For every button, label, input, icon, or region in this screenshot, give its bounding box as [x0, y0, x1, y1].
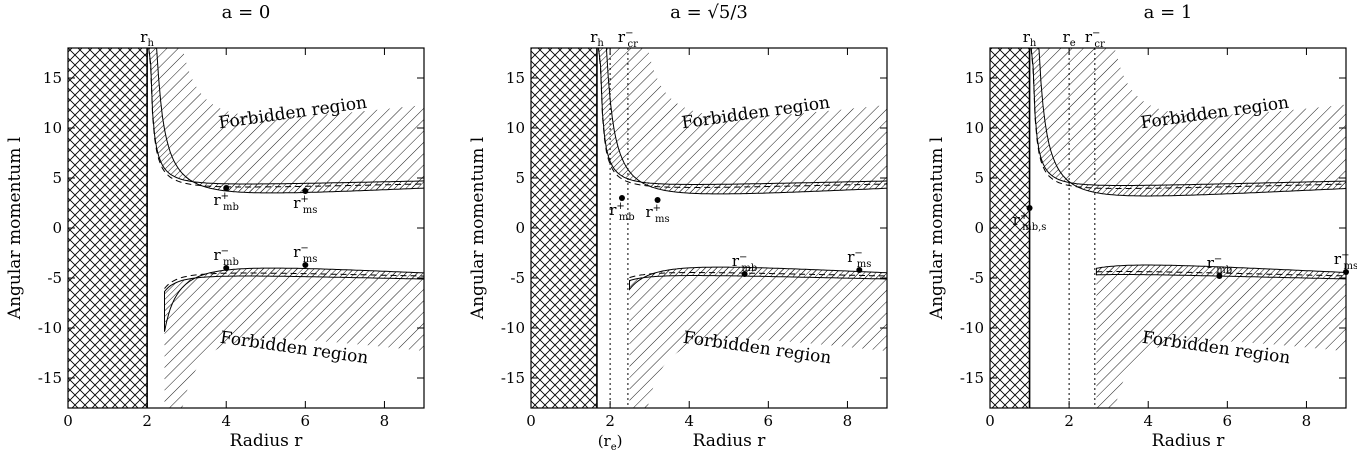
plot-area-1 [531, 48, 887, 408]
ytick-label-4: 5 [515, 169, 525, 187]
xtick-label-4: 8 [380, 412, 390, 430]
upper-dashed-curve [1030, 48, 1346, 189]
point-label-0: r+ mb [609, 201, 634, 223]
forbidden-region-upper [148, 48, 424, 193]
xtick-label-0: 0 [63, 412, 73, 430]
point-2 [741, 271, 748, 277]
ytick-label-5: 10 [506, 119, 525, 137]
xtick-label-2: 4 [221, 412, 231, 430]
lower-dashed-curve [1096, 271, 1346, 277]
ytick-label-1: -10 [501, 319, 525, 337]
xtick-label-0: 0 [526, 412, 536, 430]
ytick-label-5: 10 [43, 119, 62, 137]
y-axis-label: Angular momentum l [927, 137, 947, 320]
lower-dashed-curve [629, 272, 887, 279]
ytick-label-0: -15 [960, 369, 984, 387]
point-label-1: r− mb [1207, 254, 1232, 276]
xtick-label-4: 8 [1302, 412, 1312, 430]
xtick-label-2: 4 [684, 412, 694, 430]
xtick-label-1: 2 [142, 412, 152, 430]
xtick-label-1: 2 [605, 412, 615, 430]
forbidden-region-lower [629, 267, 887, 408]
chart-title: a = 0 [222, 2, 271, 23]
point-0 [1026, 205, 1033, 211]
ytick-label-5: 10 [965, 119, 984, 137]
point-3 [302, 262, 309, 268]
top-label-0: rh [140, 28, 154, 49]
point-label-1: r+ ms [645, 203, 669, 225]
point-1 [654, 197, 661, 203]
top-label-0: rh [590, 28, 604, 49]
xtick-label-3: 6 [764, 412, 774, 430]
y-axis-label: Angular momentum l [5, 137, 25, 320]
xtick-label-3: 6 [301, 412, 311, 430]
xtick-label-3: 6 [1223, 412, 1233, 430]
ytick-label-0: -15 [38, 369, 62, 387]
ytick-label-0: -15 [501, 369, 525, 387]
ytick-label-2: -5 [47, 269, 62, 287]
plot-area-2 [990, 48, 1346, 408]
xtick-label-0: 0 [985, 412, 995, 430]
upper-dashed-curve [598, 48, 887, 188]
forbidden-region-upper [1031, 48, 1346, 196]
point-label-3: r− ms [847, 248, 871, 270]
xtick-label-4: 8 [843, 412, 853, 430]
point-0 [618, 195, 625, 201]
forbidden-region-upper [598, 48, 887, 194]
ytick-label-6: 15 [43, 69, 62, 87]
horizon-region [531, 48, 598, 408]
point-label-1: r+ ms [293, 194, 317, 216]
point-label-0: r+ mb [213, 191, 238, 213]
ytick-label-1: -10 [960, 319, 984, 337]
top-label-2: r− cr [1085, 28, 1105, 50]
ytick-label-3: 0 [515, 219, 525, 237]
top-label-1: r− cr [618, 28, 638, 50]
x-axis-label: Radius r [1152, 431, 1226, 451]
point-3 [856, 267, 863, 273]
ytick-label-4: 5 [52, 169, 62, 187]
xtick-label-1: 2 [1064, 412, 1074, 430]
top-label-1: re [1063, 28, 1076, 49]
ytick-label-6: 15 [965, 69, 984, 87]
x-axis-label: Radius r [230, 431, 304, 451]
plot-area-0 [68, 48, 424, 408]
xtick-label-2: 4 [1143, 412, 1153, 430]
y-axis-label: Angular momentum l [468, 137, 488, 320]
top-label-0: rh [1023, 28, 1037, 49]
ytick-label-1: -10 [38, 319, 62, 337]
ytick-label-4: 5 [974, 169, 984, 187]
ytick-label-3: 0 [974, 219, 984, 237]
point-2 [223, 265, 230, 271]
bottom-extra-label: (re) [598, 432, 623, 453]
point-label-2: r− mb [213, 246, 238, 268]
x-axis-label: Radius r [693, 431, 767, 451]
ytick-label-2: -5 [969, 269, 984, 287]
chart-title: a = 1 [1144, 2, 1193, 23]
point-0 [223, 185, 230, 191]
point-label-0: r+ mb,s [1013, 211, 1047, 233]
point-1 [1216, 273, 1223, 279]
chart-title: a = √5/3 [670, 2, 748, 23]
forbidden-region-lower [164, 268, 424, 408]
point-label-2: r− ms [1334, 250, 1357, 272]
forbidden-region-lower [1096, 265, 1346, 408]
point-1 [302, 188, 309, 194]
upper-dashed-curve [148, 48, 424, 188]
point-label-3: r− ms [293, 243, 317, 265]
ytick-label-2: -5 [510, 269, 525, 287]
point-label-2: r− mb [732, 252, 757, 274]
ytick-label-3: 0 [52, 219, 62, 237]
ytick-label-6: 15 [506, 69, 525, 87]
horizon-region [68, 48, 148, 408]
